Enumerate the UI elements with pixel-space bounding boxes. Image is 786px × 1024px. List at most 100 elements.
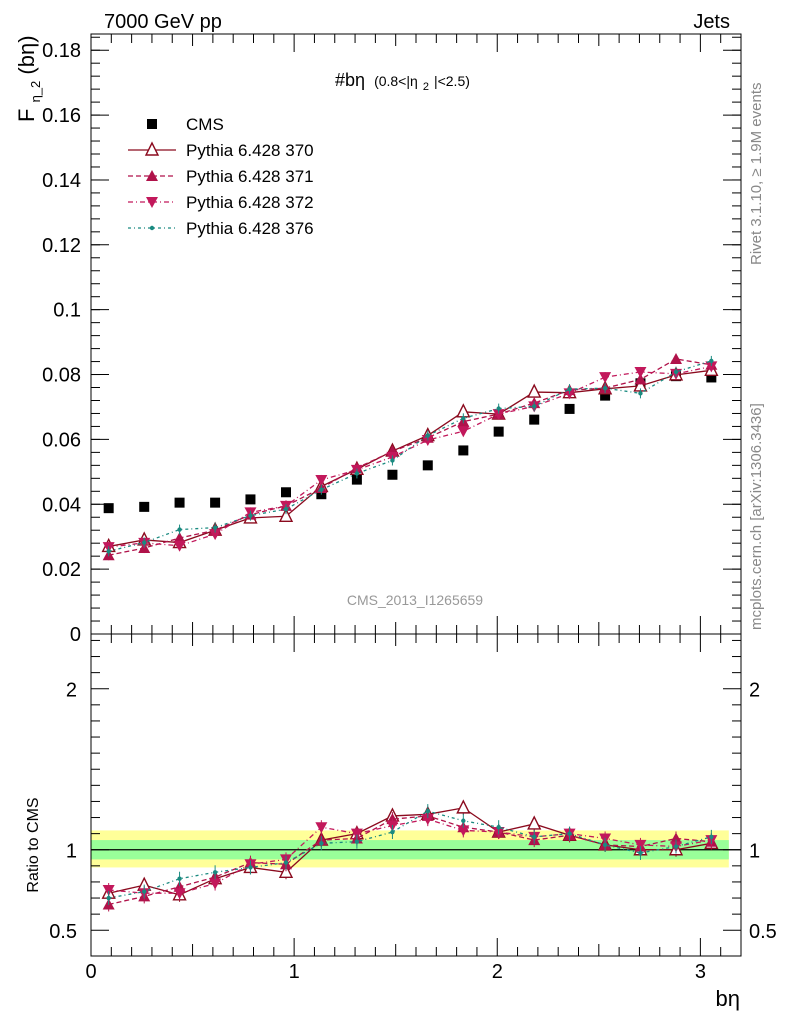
data-point (390, 458, 395, 463)
ratio-data-point (209, 878, 222, 890)
y-axis-label-sub: η_2 (28, 81, 43, 103)
legend-label: CMS (186, 115, 224, 134)
data-point (638, 391, 643, 396)
data-point (173, 532, 186, 543)
series-4 (106, 355, 714, 557)
data-point (387, 469, 398, 480)
data-point (600, 390, 611, 401)
data-point (567, 386, 572, 392)
ratio-plot-area: 0.5 0.5 1 1 2 2 0 1 2 3 (49, 633, 777, 983)
rivet-version-label: Rivet 3.1.10, ≥ 1.9M events (748, 83, 765, 266)
series-3 (102, 361, 718, 554)
data-point (709, 358, 714, 364)
ratio-data-point (390, 829, 395, 835)
ratio-data-point (315, 822, 328, 834)
data-point (634, 366, 647, 378)
y-tick-label: 0.16 (42, 105, 81, 127)
x-tick-label: 1 (289, 961, 300, 983)
ratio-data-point (106, 895, 111, 901)
ratio-y-tick-label: 1 (66, 841, 77, 863)
data-point (103, 503, 114, 514)
data-point (496, 406, 501, 411)
ratio-data-point (670, 832, 682, 844)
data-point (106, 549, 111, 554)
header-process-label: Jets (693, 11, 730, 33)
data-point (705, 361, 718, 373)
data-point (461, 416, 466, 421)
data-point (315, 474, 328, 486)
series-0 (103, 371, 717, 514)
y-axis-label-main: F (14, 109, 39, 122)
ratio-data-point (354, 839, 360, 844)
data-point (210, 497, 221, 508)
ratio-data-point (638, 850, 643, 856)
series-2 (102, 352, 718, 561)
mcplots-label: mcplots.cern.ch [arXiv:1306.3436] (748, 403, 765, 630)
plot-title-cut-sub: 2 (423, 81, 429, 93)
ratio-y-axis-label: Ratio to CMS (25, 797, 42, 892)
series-line (108, 360, 712, 552)
data-point (174, 497, 185, 508)
ratio-data-point (102, 884, 115, 896)
data-point (599, 372, 612, 384)
x-tick-label: 3 (695, 961, 706, 983)
y-tick-label: 0.1 (53, 300, 81, 322)
ratio-data-point (278, 863, 294, 878)
data-point (173, 540, 186, 552)
legend-marker (144, 141, 160, 156)
x-axis-label: bη (716, 986, 740, 1011)
series-line (108, 365, 712, 548)
legend-label: Pythia 6.428 376 (186, 219, 314, 238)
ratio-data-point (212, 870, 218, 875)
legend-marker (146, 197, 158, 208)
ratio-data-point (461, 818, 466, 823)
y-tick-label: 0.14 (42, 170, 81, 192)
ratio-data-point (456, 799, 471, 814)
ratio-data-point (248, 865, 253, 870)
ratio-data-point (602, 842, 608, 848)
ratio-series-line (108, 807, 712, 896)
ratio-y-tick-label-right: 1 (749, 841, 760, 863)
plot-title: #bη (0.8<|η 2 |<2.5) (335, 70, 470, 94)
legend: CMS Pythia 6.428 370 Pythia 6.428 371 Pythi… (128, 115, 314, 238)
data-point (673, 369, 679, 375)
y-axis-label-end: (bη) (14, 35, 39, 74)
data-point (634, 373, 647, 385)
data-point (458, 445, 469, 456)
y-tick-label-zero: 0 (70, 624, 81, 646)
legend-marker (149, 225, 155, 231)
data-point (422, 460, 433, 471)
data-point (278, 507, 294, 522)
legend-label: Pythia 6.428 372 (186, 193, 314, 212)
legend-label: Pythia 6.428 370 (186, 141, 314, 160)
x-tick-label: 0 (85, 961, 96, 983)
y-tick-label: 0.06 (42, 429, 81, 451)
data-point (602, 385, 608, 391)
ratio-data-point (173, 888, 186, 900)
data-point (209, 529, 222, 541)
data-point (245, 494, 256, 505)
ratio-data-point (709, 834, 714, 840)
y-tick-label: 0.02 (42, 559, 81, 581)
data-point (564, 403, 575, 414)
data-point (492, 409, 505, 421)
y-tick-label: 0.08 (42, 365, 81, 387)
data-point (493, 426, 504, 437)
legend-marker (147, 119, 157, 129)
plot-title-cut: (0.8<|η (374, 73, 418, 89)
legend-label: Pythia 6.428 371 (186, 167, 314, 186)
ratio-series-line (108, 815, 712, 906)
ratio-data-point (457, 825, 470, 837)
ratio-data-point (532, 834, 537, 840)
ratio-plot-frame (90, 633, 742, 957)
main-plot-area: 0.02 0.04 0.06 0.08 0.1 0.12 0.14 0.16 0.18 0 (42, 33, 742, 646)
ratio-data-point (421, 814, 434, 826)
ratio-data-point (527, 815, 542, 830)
data-point (532, 404, 537, 409)
ratio-data-point (177, 876, 182, 881)
header-energy-label: 7000 GeV pp (104, 11, 222, 33)
ratio-data-point (496, 825, 501, 830)
ratio-data-point (673, 844, 679, 849)
ratio-y-tick-label-right: 0.5 (749, 921, 777, 943)
